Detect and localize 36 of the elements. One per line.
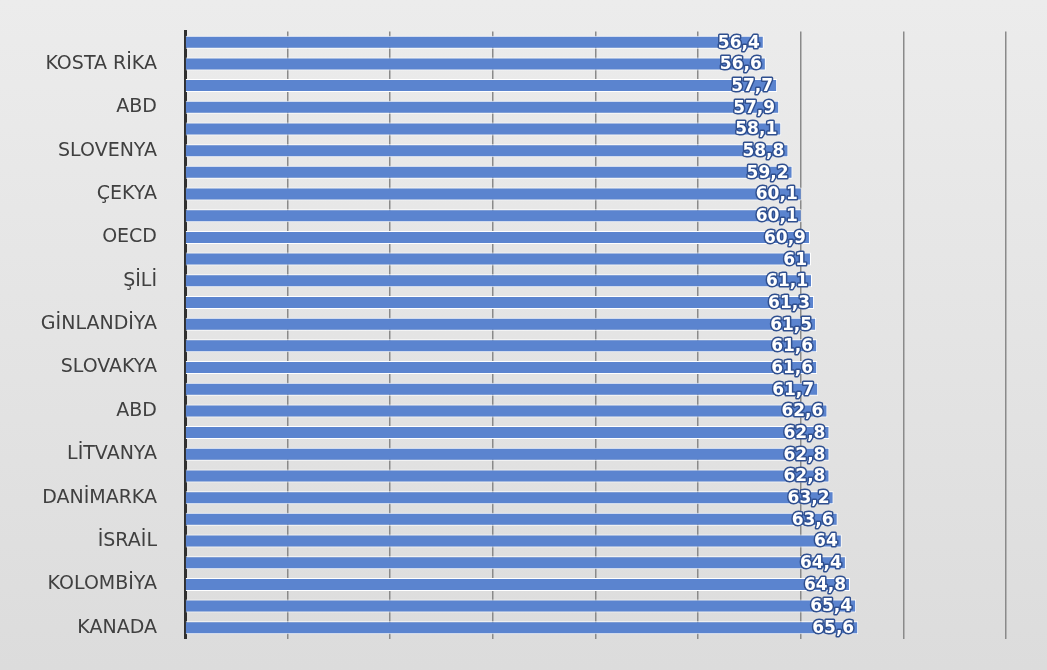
y-tick-label: LİTVANYA: [67, 441, 157, 464]
data-label: 60,1: [755, 183, 798, 204]
y-tick-label: ŞİLİ: [123, 267, 157, 290]
y-tick-label: SLOVENYA: [58, 137, 157, 160]
y-tick-label: OECD: [102, 224, 157, 247]
data-label: 62,8: [783, 443, 826, 464]
data-label: 60,1: [755, 205, 798, 226]
data-label: 62,6: [781, 400, 824, 421]
data-label: 64,4: [799, 552, 843, 573]
data-label: 56,6: [719, 53, 762, 74]
y-tick-label: ABD: [116, 397, 157, 420]
data-label: 61: [783, 248, 807, 269]
data-label: 63,2: [787, 487, 830, 508]
data-label: 65,6: [812, 617, 855, 638]
y-tick-label: İSRAİL: [97, 527, 158, 550]
data-label: 65,4: [810, 595, 853, 616]
data-label: 61,6: [771, 335, 814, 356]
data-label: 57,9: [733, 96, 776, 117]
y-tick-label: GİNLANDİYA: [40, 311, 157, 334]
data-label: 58,1: [735, 118, 778, 139]
y-tick-label: KOSTA RİKA: [45, 50, 157, 73]
y-tick-label: ABD: [116, 94, 157, 117]
data-label: 63,6: [791, 508, 834, 529]
data-label: 58,8: [742, 140, 785, 161]
y-tick-label: KANADA: [77, 614, 157, 637]
data-label: 61,1: [766, 270, 808, 291]
data-label: 64: [814, 530, 838, 551]
y-tick-label: KOLOMBİYA: [47, 571, 157, 594]
data-label: 59,2: [746, 161, 789, 182]
y-tick-label: ÇEKYA: [96, 180, 157, 203]
data-label: 61,5: [770, 313, 813, 334]
data-label: 62,8: [783, 465, 826, 486]
y-tick-label: DANİMARKA: [42, 484, 157, 507]
y-tick-label: SLOVAKYA: [60, 354, 157, 377]
data-label: 56,4: [717, 31, 760, 52]
data-label: 61,7: [772, 378, 815, 399]
